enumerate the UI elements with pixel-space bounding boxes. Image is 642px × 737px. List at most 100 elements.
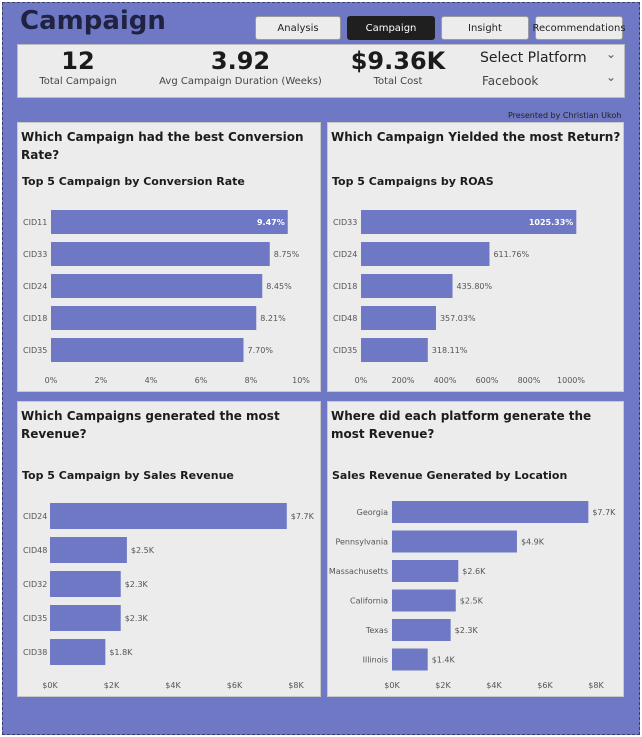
- kpi-value: 12: [61, 47, 95, 75]
- data-label: 8.21%: [260, 314, 286, 323]
- roas-chart: CID33 1025.33% CID24 611.76% CID18 435.80% CID…: [333, 210, 585, 385]
- tick-label: $4K: [165, 681, 181, 690]
- category-label: CID48: [333, 314, 357, 323]
- kpi-total-cost: $9.36K Total Cost: [343, 45, 453, 87]
- tick-label: $0K: [42, 681, 58, 690]
- nav-recommendations-button[interactable]: Recommendations: [532, 16, 626, 40]
- tick-label: $6K: [227, 681, 243, 690]
- kpi-value: $9.36K: [350, 47, 446, 75]
- tick-label: 800%: [518, 376, 541, 385]
- chart-bar: [392, 501, 589, 523]
- data-label: $2.5K: [131, 546, 155, 555]
- chevron-down-icon[interactable]: ⌄: [606, 70, 617, 84]
- location-revenue-chart: Georgia $7.7K Pennsylvania $4.9K Massachuset…: [329, 501, 616, 690]
- conversion-rate-chart: CID11 9.47% CID33 8.75% CID24 8.45% CID18 8.21%…: [23, 210, 310, 385]
- data-label: 611.76%: [493, 250, 529, 259]
- data-label: $2.3K: [125, 614, 149, 623]
- data-label: 1025.33%: [529, 218, 573, 227]
- tick-label: $0K: [384, 681, 400, 690]
- sales-revenue-chart: CID24 $7.7K CID48 $2.5K CID32 $2.3K CID35 $2.3K…: [23, 503, 315, 690]
- category-label: CID11: [23, 218, 47, 227]
- chart-bar: [392, 589, 456, 612]
- tick-label: 2%: [95, 376, 108, 385]
- tick-label: 4%: [145, 376, 158, 385]
- chart-bar: [361, 306, 436, 330]
- chart-title: Top 5 Campaign by Sales Revenue: [22, 469, 234, 482]
- tick-label: 8%: [245, 376, 258, 385]
- tick-label: 600%: [476, 376, 499, 385]
- panel-roas: Which Campaign Yielded the most Return? …: [327, 122, 624, 392]
- nav-insight-button[interactable]: Insight: [441, 16, 529, 40]
- category-label: CID24: [23, 282, 47, 291]
- chart-bar: [51, 274, 263, 298]
- nav-campaign-button[interactable]: Campaign: [347, 16, 435, 40]
- tick-label: $8K: [288, 681, 304, 690]
- data-label: $7.7K: [592, 508, 616, 517]
- data-label: $2.3K: [455, 626, 479, 635]
- category-label: CID33: [23, 250, 47, 259]
- data-label: $7.7K: [291, 512, 315, 521]
- chart-bar: [392, 560, 459, 582]
- chevron-down-icon[interactable]: ⌄: [606, 47, 617, 61]
- data-label: 7.70%: [248, 346, 274, 355]
- category-label: CID24: [23, 512, 47, 521]
- category-label: CID38: [23, 648, 47, 657]
- chart-bar: [361, 210, 577, 234]
- category-label: CID35: [23, 614, 47, 623]
- data-label: 318.11%: [432, 346, 468, 355]
- panel-question: Which Campaign had the best Conversion R…: [21, 130, 304, 162]
- category-label: Georgia: [357, 508, 388, 517]
- kpi-panel: 12 Total Campaign 3.92 Avg Campaign Dura…: [17, 44, 625, 98]
- chart-title: Top 5 Campaign by Conversion Rate: [22, 175, 245, 188]
- tick-label: $2K: [104, 681, 120, 690]
- presented-by-text: Presented by Christian Ukoh: [508, 111, 622, 120]
- data-label: $4.9K: [521, 538, 545, 547]
- panel-question: Which Campaigns generated the most Reven…: [21, 409, 280, 441]
- chart-bar: [51, 210, 288, 234]
- data-label: $2.6K: [462, 567, 486, 576]
- tick-label: $6K: [537, 681, 553, 690]
- nav-analysis-button[interactable]: Analysis: [255, 16, 341, 40]
- data-label: 8.75%: [274, 250, 300, 259]
- category-label: CID35: [23, 346, 47, 355]
- chart-bar: [50, 537, 127, 563]
- kpi-avg-duration: 3.92 Avg Campaign Duration (Weeks): [153, 45, 328, 87]
- category-label: Texas: [365, 626, 388, 635]
- chart-title: Sales Revenue Generated by Location: [332, 469, 568, 482]
- tick-label: 10%: [292, 376, 310, 385]
- chart-bar: [361, 338, 428, 362]
- data-label: 435.80%: [457, 282, 493, 291]
- data-label: 9.47%: [257, 218, 285, 227]
- chart-bar: [392, 648, 428, 671]
- platform-slicer-value[interactable]: Facebook: [482, 74, 539, 88]
- tick-label: 0%: [355, 376, 368, 385]
- data-label: 8.45%: [266, 282, 292, 291]
- tick-label: 1000%: [557, 376, 585, 385]
- data-label: $1.4K: [432, 656, 456, 665]
- tick-label: 6%: [195, 376, 208, 385]
- chart-bar: [50, 639, 106, 665]
- chart-bar: [392, 530, 517, 553]
- data-label: $2.3K: [125, 580, 149, 589]
- chart-title: Top 5 Campaigns by ROAS: [332, 175, 494, 188]
- category-label: Pennsylvania: [335, 538, 388, 547]
- data-label: 357.03%: [440, 314, 476, 323]
- panel-question: Where did each platform generate the mos…: [331, 409, 592, 441]
- chart-bar: [51, 338, 244, 362]
- category-label: Massachusetts: [329, 567, 388, 576]
- chart-bar: [51, 242, 270, 266]
- chart-bar: [50, 571, 121, 597]
- category-label: CID35: [333, 346, 357, 355]
- data-label: $2.5K: [460, 597, 484, 606]
- category-label: California: [350, 597, 388, 606]
- chart-bar: [50, 503, 287, 529]
- tick-label: 200%: [392, 376, 415, 385]
- panel-question: Which Campaign Yielded the most Return?: [331, 130, 621, 144]
- kpi-label: Total Cost: [373, 75, 423, 87]
- category-label: CID24: [333, 250, 357, 259]
- chart-bar: [361, 274, 453, 298]
- page-title: Campaign: [20, 6, 166, 36]
- category-label: Illinois: [363, 656, 388, 665]
- kpi-total-campaign: 12 Total Campaign: [28, 45, 128, 87]
- chart-bar: [50, 605, 121, 631]
